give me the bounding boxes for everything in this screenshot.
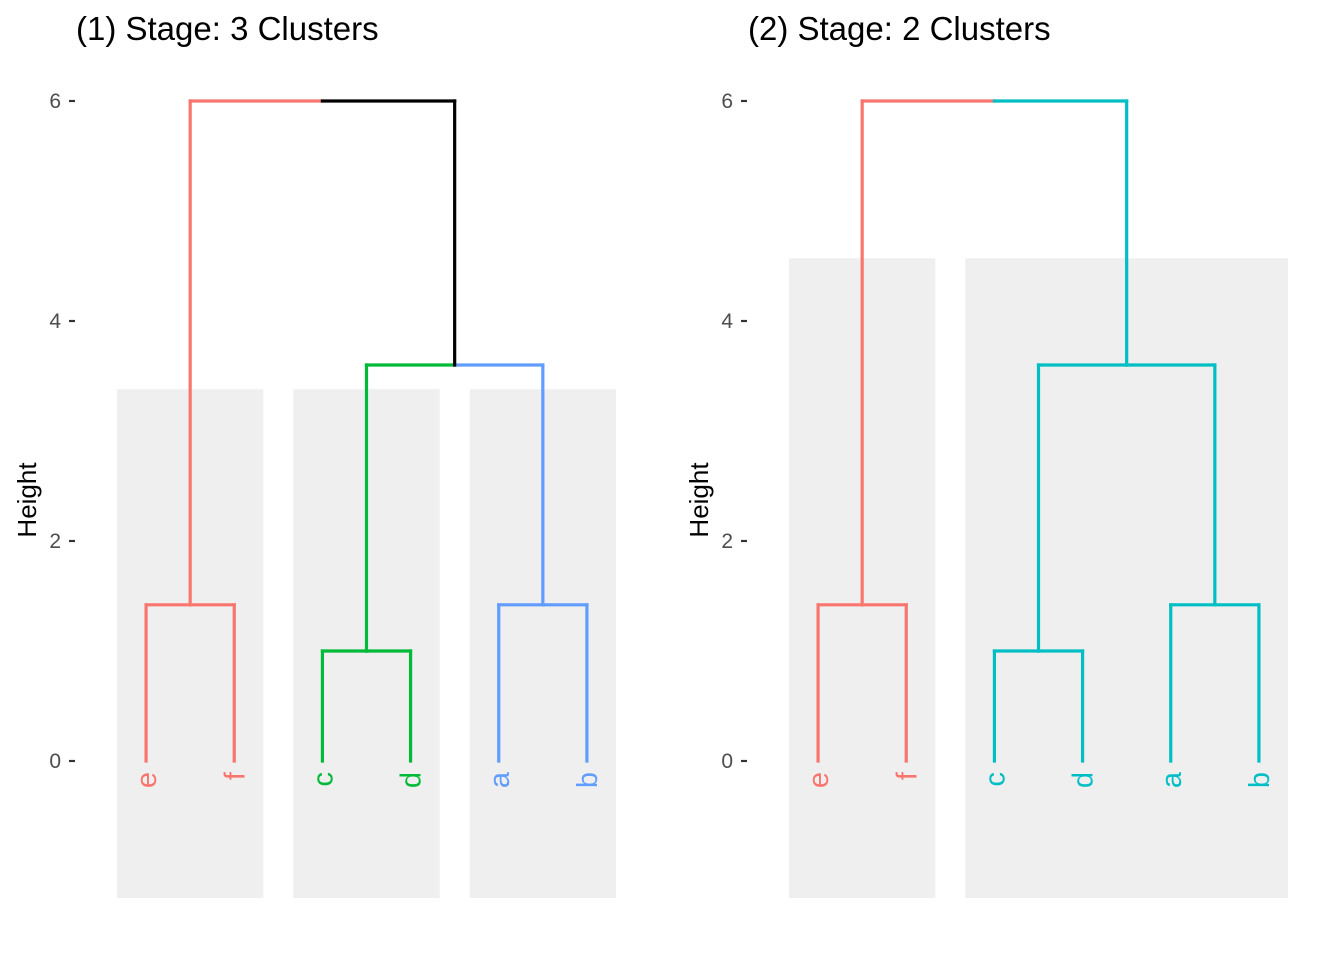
y-axis-label: Height [12, 462, 42, 538]
panel-three-clusters: (1) Stage: 3 Clusters Height 0 2 4 6 e f c d a b [12, 10, 616, 898]
y-tick-label: 2 [721, 530, 733, 553]
y-tick-label: 0 [49, 750, 61, 773]
leaf-label-c: c [307, 772, 339, 787]
leaf-label-f: f [891, 771, 923, 780]
y-axis-label: Height [684, 462, 714, 538]
leaf-label-e: e [803, 772, 835, 788]
leaf-label-d: d [1068, 772, 1100, 788]
leaf-label-c: c [979, 772, 1011, 787]
panel-two-clusters: (2) Stage: 2 Clusters Height 0 2 4 6 e f c d a b [684, 10, 1288, 898]
y-tick-label: 0 [721, 750, 733, 773]
dendrogram-branches [144, 99, 589, 763]
leaf-label-a: a [484, 771, 516, 788]
panel-title: (2) Stage: 2 Clusters [748, 10, 1051, 47]
y-tick-label: 6 [49, 90, 61, 113]
y-tick-label: 2 [49, 530, 61, 553]
y-tick-label: 4 [721, 310, 733, 333]
leaf-label-f: f [219, 771, 251, 780]
dendrogram-branches [816, 99, 1261, 763]
leaf-label-d: d [396, 772, 428, 788]
y-axis-ticks: 0 2 4 6 [49, 90, 75, 773]
y-tick-label: 6 [721, 90, 733, 113]
panel-title: (1) Stage: 3 Clusters [76, 10, 379, 47]
leaf-label-b: b [572, 772, 604, 788]
leaf-label-a: a [1156, 771, 1188, 788]
leaf-label-e: e [131, 772, 163, 788]
leaf-label-b: b [1244, 772, 1276, 788]
y-axis-ticks: 0 2 4 6 [721, 90, 747, 773]
y-tick-label: 4 [49, 310, 61, 333]
